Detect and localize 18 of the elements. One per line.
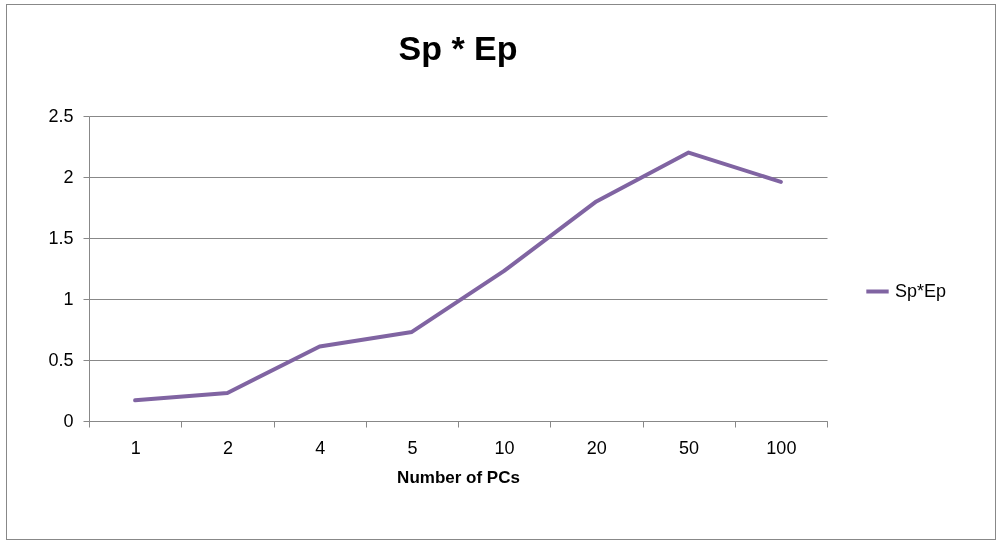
x-tick-label: 5 [407, 437, 418, 458]
y-tick-label: 2.5 [48, 105, 74, 126]
y-tick-label: 1 [63, 288, 74, 309]
x-tick-label: 20 [586, 437, 607, 458]
chart-title: Sp * Ep [398, 29, 518, 67]
y-tick-label: 0.5 [48, 349, 74, 370]
y-tick-label: 1.5 [48, 227, 74, 248]
x-tick-label: 1 [130, 437, 141, 458]
y-tick-label: 2 [63, 166, 74, 187]
x-tick-label: 4 [315, 437, 326, 458]
x-tick-label: 50 [679, 437, 700, 458]
legend-label: Sp*Ep [895, 280, 947, 301]
y-tick-label: 0 [63, 410, 74, 431]
x-tick-label: 2 [222, 437, 233, 458]
line-series [133, 150, 783, 403]
x-tick-label: 10 [494, 437, 515, 458]
x-tick-label: 100 [766, 437, 797, 458]
x-axis-title: Number of PCs [397, 467, 520, 487]
